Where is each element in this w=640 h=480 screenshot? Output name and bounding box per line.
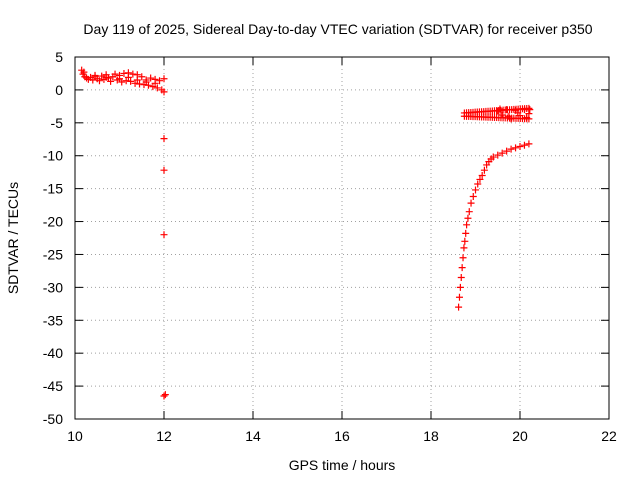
data-point: [496, 105, 504, 113]
data-series: [78, 66, 534, 400]
x-tick-label: 14: [245, 428, 261, 444]
data-point: [133, 76, 141, 84]
data-point: [102, 73, 110, 81]
data-point: [462, 229, 470, 237]
data-point: [160, 392, 168, 400]
x-tick-label: 18: [423, 428, 439, 444]
data-point: [80, 68, 88, 76]
data-point: [153, 84, 161, 92]
y-tick-label: -25: [43, 246, 63, 262]
data-point: [160, 75, 168, 83]
data-point: [512, 144, 520, 152]
y-tick-label: 5: [55, 49, 63, 65]
data-point: [525, 140, 533, 148]
gridlines: [75, 57, 609, 419]
data-point: [461, 237, 469, 245]
y-axis: 5 0 -5 -10 -15 -20 -25 -30 -35 -40 -45 -50: [43, 49, 609, 427]
chart-title: Day 119 of 2025, Sidereal Day-to-day VTE…: [83, 21, 592, 37]
data-point: [458, 264, 466, 272]
data-point: [520, 141, 528, 149]
data-point: [503, 106, 511, 114]
data-point: [136, 80, 144, 88]
data-point: [523, 114, 531, 122]
data-point: [127, 77, 135, 85]
x-tick-label: 22: [601, 428, 617, 444]
y-tick-label: -30: [43, 279, 63, 295]
y-axis-label: SDTVAR / TECUs: [5, 182, 21, 294]
x-axis-label: GPS time / hours: [289, 457, 396, 473]
x-tick-label: 10: [67, 428, 83, 444]
data-point: [494, 151, 502, 159]
data-point: [469, 193, 477, 201]
data-point: [459, 254, 467, 262]
data-point: [457, 273, 465, 281]
x-tick-label: 20: [512, 428, 528, 444]
y-tick-label: -20: [43, 214, 63, 230]
x-tick-label: 16: [334, 428, 350, 444]
data-point: [120, 69, 128, 77]
data-point: [95, 77, 103, 85]
y-tick-label: -50: [43, 411, 63, 427]
y-tick-label: -35: [43, 312, 63, 328]
data-point: [525, 110, 533, 118]
data-point: [160, 88, 168, 96]
data-point: [498, 111, 506, 119]
data-point: [503, 147, 511, 155]
data-point: [526, 106, 534, 114]
data-point: [151, 79, 159, 87]
data-point: [161, 391, 169, 399]
data-point: [156, 77, 164, 85]
data-point: [455, 303, 463, 311]
data-point: [107, 77, 115, 85]
data-point: [147, 74, 155, 82]
data-point: [472, 186, 479, 194]
data-point: [456, 283, 464, 291]
data-point: [507, 145, 515, 153]
data-point: [129, 70, 137, 78]
x-tick-label: 12: [156, 428, 172, 444]
data-point: [138, 73, 146, 81]
y-tick-label: -40: [43, 345, 63, 361]
data-point: [474, 180, 482, 188]
data-point: [478, 171, 486, 179]
data-point: [480, 166, 488, 174]
data-point: [476, 175, 484, 183]
data-point: [160, 135, 168, 143]
y-tick-label: -45: [43, 378, 63, 394]
data-point: [465, 208, 473, 216]
data-point: [516, 143, 524, 151]
y-tick-label: -15: [43, 181, 63, 197]
data-point: [505, 112, 513, 120]
data-point: [514, 109, 522, 117]
data-point: [142, 78, 150, 86]
y-tick-label: 0: [55, 82, 63, 98]
data-point: [111, 70, 119, 78]
data-point: [160, 166, 168, 174]
data-point: [160, 231, 168, 239]
data-point: [460, 244, 468, 252]
data-point: [498, 149, 506, 157]
data-point: [116, 75, 123, 83]
data-point: [467, 199, 475, 207]
data-point: [455, 293, 463, 301]
data-point: [124, 73, 132, 81]
data-point: [463, 221, 471, 229]
y-tick-label: -5: [51, 115, 64, 131]
data-point: [464, 214, 472, 222]
data-point: [489, 153, 497, 161]
y-tick-label: -10: [43, 148, 63, 164]
x-axis: 10 12 14 16 18 20 22: [67, 57, 617, 444]
data-point: [91, 73, 99, 81]
